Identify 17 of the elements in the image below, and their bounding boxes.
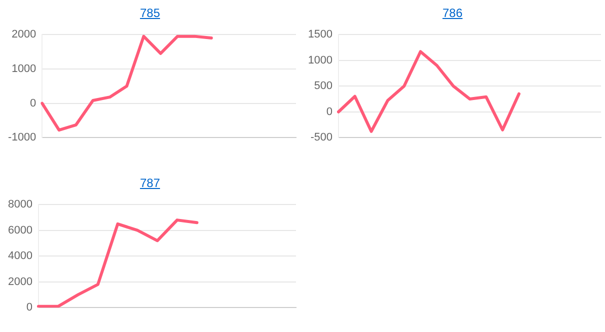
y-tick-label: 500 [314, 80, 332, 92]
chart-title: 786 [442, 6, 463, 20]
y-tick-label: 1000 [308, 54, 332, 66]
y-tick-label: -1000 [8, 132, 36, 144]
chart-title: 787 [140, 176, 160, 190]
y-tick-label: 8000 [8, 198, 32, 211]
y-tick-label: 4000 [8, 250, 32, 262]
y-tick-label: 0 [30, 97, 36, 110]
y-tick-label: 2000 [8, 276, 32, 288]
y-tick-label: 1000 [12, 62, 36, 75]
chart-title: 785 [140, 6, 160, 20]
y-tick-label: 2000 [12, 28, 36, 41]
y-tick-label: -500 [310, 132, 332, 144]
y-tick-label: 1500 [308, 28, 332, 41]
y-tick-label: 6000 [8, 224, 32, 236]
y-tick-label: 0 [26, 302, 32, 314]
y-tick-label: 0 [326, 106, 332, 118]
